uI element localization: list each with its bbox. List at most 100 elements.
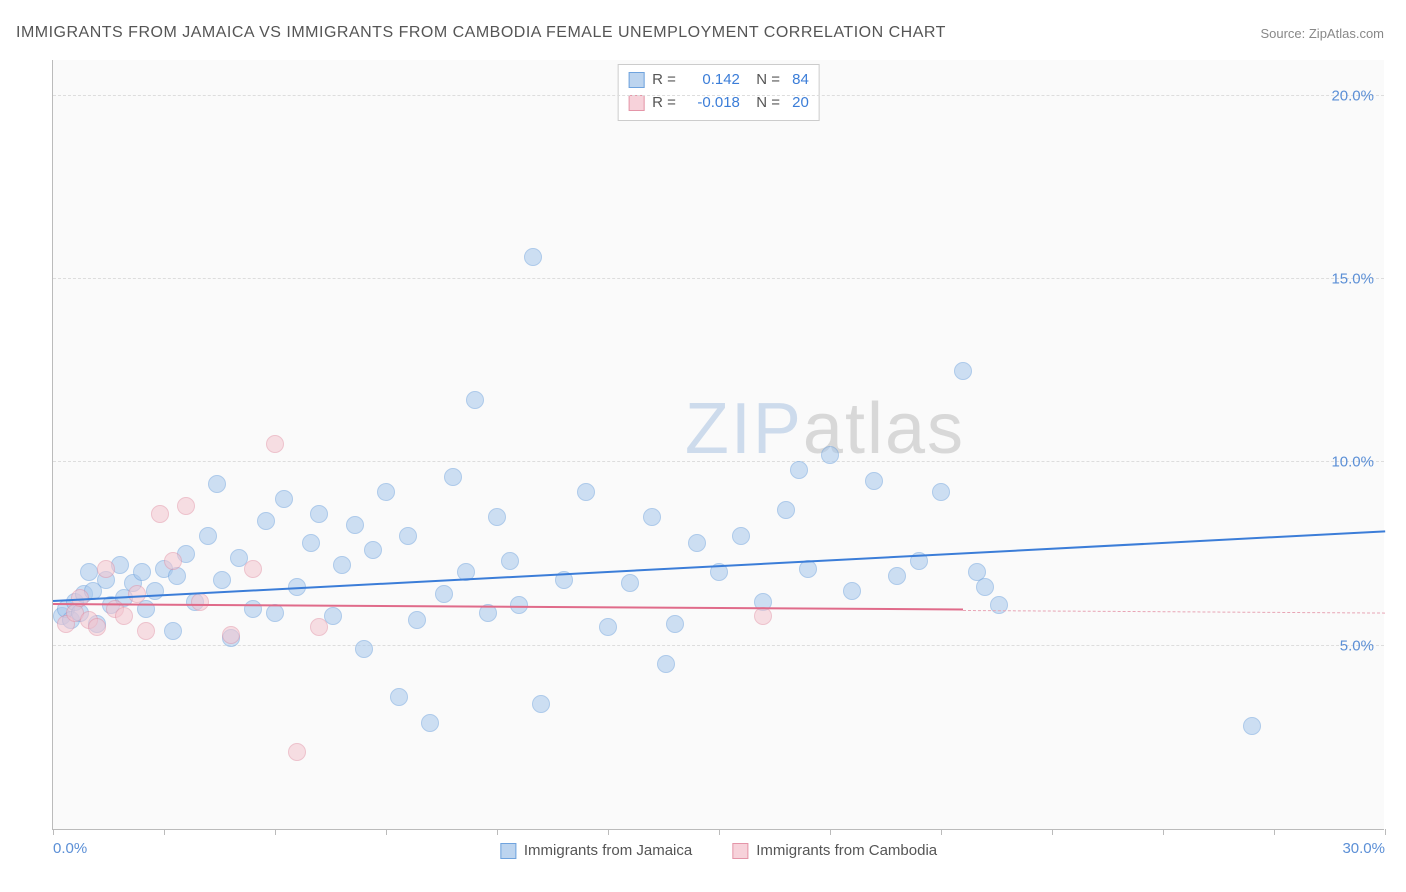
data-point (115, 607, 133, 625)
data-point (88, 618, 106, 636)
chart-title: IMMIGRANTS FROM JAMAICA VS IMMIGRANTS FR… (16, 24, 946, 42)
legend-swatch (732, 843, 748, 859)
y-tick-label: 5.0% (1340, 637, 1374, 654)
legend-label: Immigrants from Jamaica (524, 842, 692, 859)
data-point (288, 743, 306, 761)
data-point (754, 607, 772, 625)
stats-row: R = 0.142 N = 84 (628, 69, 809, 92)
legend-label: Immigrants from Cambodia (756, 842, 937, 859)
data-point (377, 483, 395, 501)
data-point (191, 593, 209, 611)
stat-n-label: N = (748, 69, 780, 92)
data-point (333, 556, 351, 574)
gridline (53, 278, 1384, 279)
data-point (888, 567, 906, 585)
x-tick (1052, 829, 1053, 835)
stat-r-value: 0.142 (684, 69, 740, 92)
trend-line (963, 610, 1385, 614)
x-tick (275, 829, 276, 835)
y-tick-label: 15.0% (1331, 271, 1374, 288)
legend-item: Immigrants from Jamaica (500, 842, 692, 859)
data-point (865, 472, 883, 490)
data-point (657, 655, 675, 673)
stat-r-label: R = (652, 69, 676, 92)
data-point (310, 618, 328, 636)
legend-swatch (500, 843, 516, 859)
data-point (213, 571, 231, 589)
source-attribution: Source: ZipAtlas.com (1260, 26, 1384, 41)
data-point (164, 622, 182, 640)
data-point (954, 362, 972, 380)
x-tick (386, 829, 387, 835)
data-point (275, 490, 293, 508)
gridline (53, 95, 1384, 96)
data-point (390, 688, 408, 706)
x-tick (719, 829, 720, 835)
data-point (599, 618, 617, 636)
data-point (643, 508, 661, 526)
data-point (444, 468, 462, 486)
data-point (164, 552, 182, 570)
y-tick-label: 20.0% (1331, 87, 1374, 104)
data-point (222, 626, 240, 644)
x-tick (53, 829, 54, 835)
watermark-zip: ZIP (685, 389, 803, 469)
data-point (990, 596, 1008, 614)
data-point (777, 501, 795, 519)
data-point (524, 248, 542, 266)
data-point (266, 435, 284, 453)
x-tick (830, 829, 831, 835)
data-point (1243, 717, 1261, 735)
gridline (53, 461, 1384, 462)
series-legend: Immigrants from Jamaica Immigrants from C… (500, 842, 937, 859)
data-point (408, 611, 426, 629)
legend-swatch (628, 95, 644, 111)
stat-n-value: 84 (788, 69, 809, 92)
data-point (244, 600, 262, 618)
x-tick-label: 30.0% (1342, 840, 1385, 857)
x-tick (497, 829, 498, 835)
data-point (488, 508, 506, 526)
data-point (355, 640, 373, 658)
data-point (790, 461, 808, 479)
x-tick (608, 829, 609, 835)
data-point (932, 483, 950, 501)
data-point (302, 534, 320, 552)
data-point (137, 622, 155, 640)
data-point (399, 527, 417, 545)
data-point (199, 527, 217, 545)
data-point (151, 505, 169, 523)
data-point (177, 497, 195, 515)
legend-swatch (628, 72, 644, 88)
data-point (821, 446, 839, 464)
scatter-chart: ZIPatlas R =0.142 N = 84R =-0.018 N = 20… (52, 60, 1384, 830)
data-point (208, 475, 226, 493)
data-point (501, 552, 519, 570)
data-point (466, 391, 484, 409)
x-tick-label: 0.0% (53, 840, 87, 857)
y-tick-label: 10.0% (1331, 454, 1374, 471)
data-point (346, 516, 364, 534)
x-tick (1385, 829, 1386, 835)
correlation-stats-box: R =0.142 N = 84R =-0.018 N = 20 (617, 64, 820, 121)
data-point (577, 483, 595, 501)
legend-item: Immigrants from Cambodia (732, 842, 937, 859)
data-point (97, 560, 115, 578)
data-point (843, 582, 861, 600)
data-point (244, 560, 262, 578)
data-point (732, 527, 750, 545)
x-tick (1163, 829, 1164, 835)
gridline (53, 645, 1384, 646)
x-tick (1274, 829, 1275, 835)
data-point (976, 578, 994, 596)
data-point (80, 563, 98, 581)
data-point (666, 615, 684, 633)
x-tick (941, 829, 942, 835)
data-point (435, 585, 453, 603)
data-point (688, 534, 706, 552)
data-point (421, 714, 439, 732)
data-point (621, 574, 639, 592)
data-point (133, 563, 151, 581)
x-tick (164, 829, 165, 835)
data-point (310, 505, 328, 523)
